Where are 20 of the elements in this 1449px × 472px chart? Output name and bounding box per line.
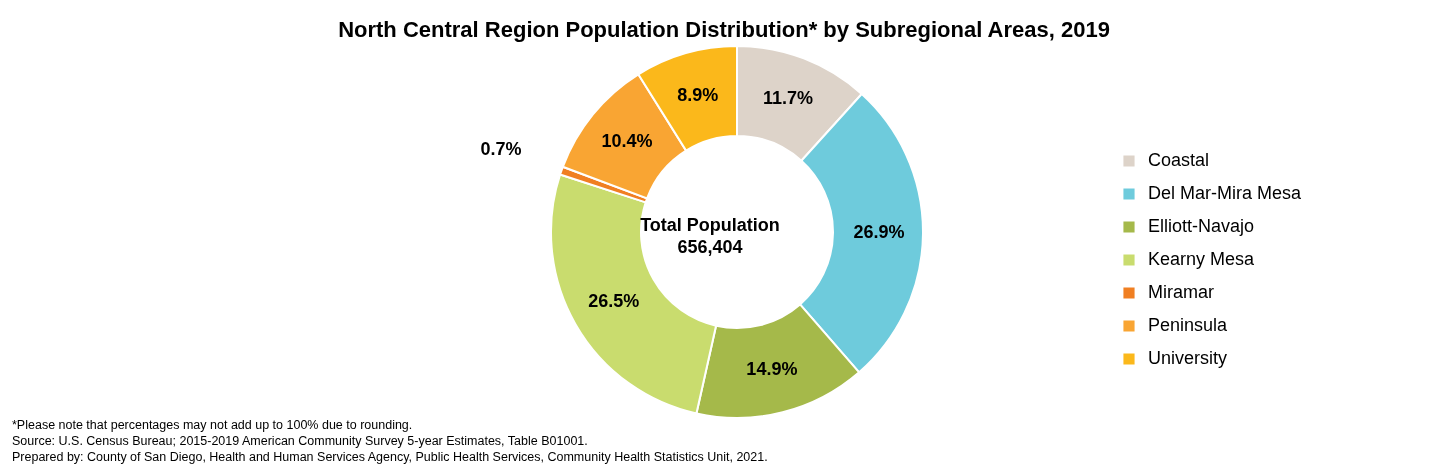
- data-label: 8.9%: [677, 84, 719, 105]
- text: *Please note that percentages may not add up to 100% due to rounding.: [12, 417, 414, 433]
- data-label: 10.4%: [601, 131, 653, 152]
- text: Total Population: [640, 215, 780, 235]
- legend-label: Kearny Mesa: [1148, 249, 1256, 269]
- legend-label: Miramar: [1148, 282, 1214, 302]
- legend-label: University: [1148, 348, 1228, 368]
- data-label: 0.7%: [480, 138, 522, 159]
- legend-label: Elliott-Navajo: [1148, 216, 1255, 236]
- data-label: 14.9%: [746, 358, 798, 379]
- data-label: 26.9%: [853, 222, 905, 243]
- data-label: 11.7%: [763, 88, 814, 109]
- legend-label: Coastal: [1148, 150, 1210, 170]
- text: 656,404: [677, 237, 743, 257]
- legend-label: Peninsula: [1148, 315, 1229, 335]
- legend-label: Del Mar-Mira Mesa: [1148, 183, 1303, 203]
- source-note: Source: U.S. Census Bureau; 2015-2019 American Community Survey 5-year Estimates, Table B01001.: [12, 433, 589, 449]
- data-label: 26.5%: [588, 291, 640, 312]
- text: Prepared by: County of San Diego, Health and Human Services Agency, Public Health Services, Community Health Statistics Unit, 2021.: [12, 449, 768, 465]
- chart-title: North Central Region Population Distribution* by Subregional Areas, 2019: [338, 17, 1110, 42]
